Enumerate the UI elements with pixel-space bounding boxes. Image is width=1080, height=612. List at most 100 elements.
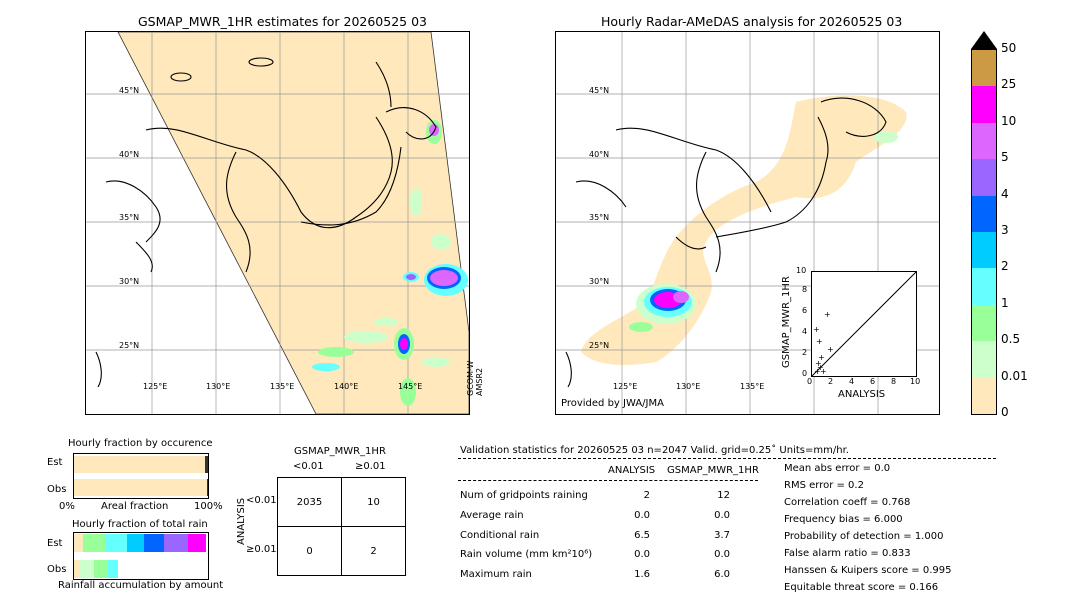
scatter-ytick-6: 6 — [802, 306, 808, 315]
colorbar-label: 0.5 — [1001, 332, 1021, 347]
lon-label-145: 145°E — [398, 382, 423, 391]
occurrence-axis-left: 0% — [59, 501, 75, 512]
left-map: 45°N 40°N 35°N 30°N 25°N 125°E 130°E 135… — [85, 31, 470, 415]
stat-label: Conditional rain — [460, 530, 540, 541]
diagonal-line — [811, 271, 917, 377]
occurrence-title: Hourly fraction by occurence — [68, 438, 213, 449]
lon-label-130: 130°E — [206, 382, 231, 391]
occurrence-row-obs: Obs — [47, 484, 67, 495]
colorbar-label: 1 — [1001, 295, 1009, 310]
provider-label: Provided by JWA/JMA — [561, 398, 664, 409]
scatter-xtick-0: 0 — [807, 377, 813, 386]
total-rain-chart — [73, 532, 209, 580]
contingency-row-1: <0.01 — [246, 495, 277, 506]
scatter-ytick-10: 10 — [796, 266, 807, 275]
stat-label: Num of gridpoints raining — [460, 490, 588, 501]
occurrence-axis-mid: Areal fraction — [101, 501, 169, 512]
total-rain-bar-obs — [74, 560, 118, 578]
stat-analysis: 0.0 — [634, 549, 650, 560]
lat-label-35: 35°N — [119, 213, 140, 222]
lon-label-125: 125°E — [143, 382, 168, 391]
scatter-xlabel: ANALYSIS — [838, 389, 886, 400]
stat-gsmap: 3.7 — [714, 530, 730, 541]
contingency-col-1: <0.01 — [293, 461, 324, 472]
svg-text:+: + — [813, 325, 820, 334]
scatter-xtick-2: 2 — [828, 377, 834, 386]
right-map: 45°N 40°N 35°N 30°N 25°N 125°E 130°E 135… — [555, 31, 940, 415]
occurrence-axis-right: 100% — [194, 501, 223, 512]
score-line: RMS error = 0.2 — [784, 480, 864, 491]
colorbar-label: 0.01 — [1001, 368, 1028, 383]
stat-gsmap: 0.0 — [714, 510, 730, 521]
lon-label-140: 140°E — [334, 382, 359, 391]
right-map-title: Hourly Radar-AMeDAS analysis for 2026052… — [601, 14, 903, 29]
colorbar-segment — [972, 195, 996, 233]
occurrence-row-est: Est — [47, 457, 63, 468]
lat-label-40: 40°N — [589, 150, 610, 159]
colorbar-label: 50 — [1001, 41, 1017, 55]
colorbar-segment — [972, 50, 996, 87]
coastlines — [95, 57, 437, 388]
contingency-cell: 2035 — [277, 477, 342, 527]
colorbar-label: 10 — [1001, 113, 1017, 128]
colorbar-segment — [972, 341, 996, 378]
scatter-canvas: +++ +++ +++ — [811, 271, 917, 377]
svg-text:+: + — [815, 359, 822, 368]
validation-col-divider — [458, 480, 758, 481]
stat-analysis: 1.6 — [634, 569, 650, 580]
svg-text:+: + — [824, 310, 831, 319]
stat-analysis: 2 — [643, 490, 650, 501]
colorbar-segment — [972, 86, 996, 123]
score-line: Mean abs error = 0.0 — [784, 463, 891, 474]
contingency-header: GSMAP_MWR_1HR — [294, 446, 386, 457]
contingency-cell: 2 — [341, 526, 406, 576]
stat-gsmap: 12 — [717, 490, 730, 501]
total-rain-bar-est — [74, 534, 206, 552]
scatter-ytick-8: 8 — [802, 285, 808, 294]
validation-col-gsmap: GSMAP_MWR_1HR — [667, 465, 759, 476]
scatter-xtick-6: 6 — [870, 377, 876, 386]
svg-text:+: + — [814, 367, 821, 376]
occurrence-chart — [73, 453, 209, 499]
scatter-xtick-8: 8 — [891, 377, 897, 386]
lat-label-30: 30°N — [589, 277, 610, 286]
lat-label-25: 25°N — [589, 341, 610, 350]
lon-label-130: 130°E — [676, 382, 701, 391]
svg-text:+: + — [817, 363, 824, 372]
left-map-title: GSMAP_MWR_1HR estimates for 20260525 03 — [138, 14, 427, 29]
scatter-ytick-2: 2 — [802, 348, 808, 357]
svg-text:+: + — [820, 367, 827, 376]
colorbar-segment — [972, 159, 996, 196]
colorbar-label: 5 — [1001, 150, 1009, 165]
lon-label-125: 125°E — [613, 382, 638, 391]
stat-analysis: 6.5 — [634, 530, 650, 541]
colorbar — [971, 49, 997, 415]
stat-gsmap: 6.0 — [714, 569, 730, 580]
validation-header: Validation statistics for 20260525 03 n=… — [460, 445, 849, 456]
validation-divider — [458, 458, 996, 459]
stat-gsmap: 0.0 — [714, 549, 730, 560]
lat-label-25: 25°N — [119, 341, 140, 350]
stat-analysis: 0.0 — [634, 510, 650, 521]
score-line: Probability of detection = 1.000 — [784, 531, 944, 542]
svg-text:+: + — [818, 353, 825, 362]
colorbar-label: 4 — [1001, 186, 1009, 201]
svg-text:+: + — [827, 345, 834, 354]
lon-label-135: 135°E — [740, 382, 765, 391]
lat-label-40: 40°N — [119, 150, 140, 159]
stat-label: Average rain — [460, 510, 524, 521]
satellite-swath — [117, 32, 469, 414]
total-rain-footer: Rainfall accumulation by amount — [58, 580, 224, 591]
stat-label: Rain volume (mm km²10⁶) — [460, 549, 593, 560]
sensor-label: GCOM-W AMSR2 — [466, 360, 484, 396]
scatter-ylabel: GSMAP_MWR_1HR — [781, 276, 792, 368]
contingency-col-2: ≥0.01 — [355, 461, 386, 472]
colorbar-segment — [972, 268, 996, 305]
colorbar-segment — [972, 377, 996, 415]
contingency-cell: 10 — [341, 477, 406, 527]
colorbar-label: 0 — [1001, 405, 1009, 419]
contingency-row-2: ≥0.01 — [246, 544, 277, 555]
occurrence-bar-est — [74, 456, 208, 473]
total-rain-row-est: Est — [47, 538, 63, 549]
scatter-ytick-4: 4 — [802, 327, 808, 336]
